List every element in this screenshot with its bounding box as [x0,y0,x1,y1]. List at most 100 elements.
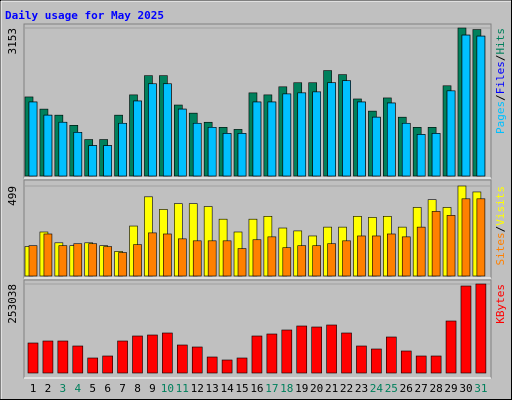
bar [387,233,396,277]
bar [222,133,232,177]
x-tick-label: 3 [60,382,67,395]
bar [267,236,277,277]
legend-label: Files [494,61,507,94]
x-tick-label: 26 [400,382,413,395]
bar [102,355,113,374]
bar [401,122,411,177]
bar [401,236,411,277]
bar [177,344,188,374]
bar [133,244,142,277]
bar [28,245,38,277]
bar [148,83,157,177]
bar [326,324,337,374]
x-tick-label: 18 [280,382,293,395]
bar [236,357,248,374]
x-tick-label: 12 [191,382,204,395]
x-tick-label: 27 [415,382,428,395]
bar [178,108,187,177]
bar [73,132,83,177]
x-tick-label: 9 [149,382,156,395]
bar [117,340,128,374]
bar [87,357,99,374]
bar [103,145,112,177]
x-tick-label: 22 [340,382,353,395]
bar [266,333,278,374]
bar [133,100,142,177]
x-tick-label: 28 [429,382,442,395]
bar [460,285,472,374]
x-tick-label: 8 [134,382,141,395]
bar [430,355,442,374]
bar [132,335,143,374]
bar [163,233,172,277]
bar [476,35,486,177]
x-tick-label: 21 [325,382,338,395]
bar [237,133,247,177]
bar [72,345,84,374]
bar [192,240,202,277]
x-tick-label: 25 [385,382,398,395]
bar [42,340,54,374]
bar [327,82,336,177]
x-tick-label: 16 [250,382,263,395]
bar [103,246,112,277]
bar [372,235,381,277]
bar [356,345,367,374]
bar [88,243,98,277]
bar [252,239,262,277]
x-tick-label: 6 [104,382,111,395]
bar [192,122,202,177]
bar [342,240,351,277]
x-tick-label: 1 [30,382,37,395]
x-tick-label: 14 [220,382,234,395]
x-tick-label: 15 [235,382,248,395]
bar [178,238,187,277]
bar [88,145,98,177]
bar [28,101,38,177]
bar [222,240,232,277]
bar [191,346,203,374]
bar [252,101,262,177]
bar [371,348,382,374]
x-tick-label: 17 [265,382,278,395]
bar [357,101,366,177]
bar [296,325,308,374]
legend-label: Pages [494,101,507,134]
x-tick-label: 24 [370,382,384,395]
bar [57,340,69,374]
x-tick-label: 10 [161,382,174,395]
y-tick-label: 499 [6,186,19,206]
bar [312,91,321,177]
x-tick-label: 11 [176,382,189,395]
bar [118,122,127,177]
bar [311,326,322,374]
bar [118,252,127,277]
bar [415,355,427,374]
legend-separator: / [494,226,507,233]
x-tick-label: 4 [74,382,81,395]
bar [297,92,307,177]
chart-title: Daily usage for May 2025 [5,9,164,22]
x-tick-label: 23 [355,382,368,395]
x-tick-label: 2 [45,382,52,395]
x-tick-label: 31 [474,382,487,395]
bar [386,336,397,374]
bar [445,320,457,374]
y-tick-label: 3153 [6,28,19,55]
bar [27,342,39,374]
bar [342,80,351,177]
bar [297,245,307,277]
bar [475,283,487,374]
legend-label: Sites [494,232,507,265]
bar [416,226,426,277]
bar [147,334,158,374]
bar [251,335,263,374]
x-tick-label: 30 [459,382,472,395]
bar [163,83,172,177]
bar [206,356,218,374]
bar [312,245,321,277]
bar [400,350,412,374]
bar [446,90,456,177]
bar [58,121,68,177]
bar [461,198,471,277]
